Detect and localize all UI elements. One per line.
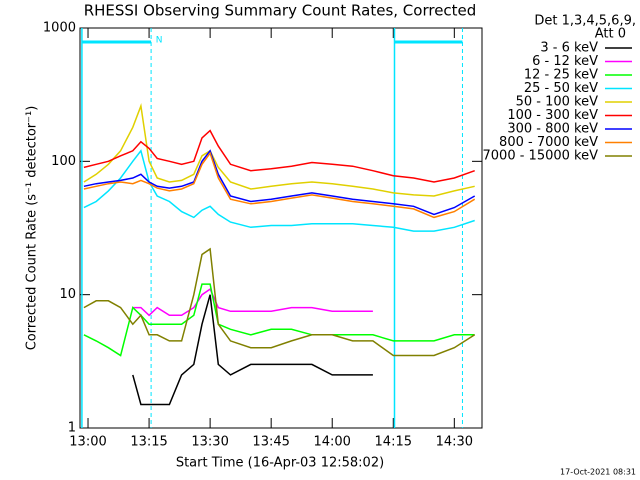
series-line <box>83 149 475 232</box>
legend-header: Att 0 <box>595 27 626 42</box>
y-tick-label: 10 <box>59 287 76 302</box>
x-tick-label: 13:30 <box>191 435 228 450</box>
chart-title: RHESSI Observing Summary Count Rates, Co… <box>84 2 477 20</box>
x-tick-label: 13:45 <box>252 435 289 450</box>
x-tick-label: 13:15 <box>130 435 167 450</box>
legend-label: 800 - 7000 keV <box>499 135 598 150</box>
legend-header: Det 1,3,4,5,6,9, <box>534 14 636 29</box>
series-line <box>83 149 476 216</box>
x-tick-label: 13:00 <box>69 435 106 450</box>
legend-label: 100 - 300 keV <box>507 108 598 123</box>
legend-label: 300 - 800 keV <box>507 122 598 137</box>
footer: 17-Oct-2021 08:31 <box>560 468 636 477</box>
x-tick-label: 14:15 <box>375 435 412 450</box>
legend-label: 7000 - 15000 keV <box>483 149 599 164</box>
legend-label: 12 - 25 keV <box>524 68 598 83</box>
night-label: N <box>156 36 163 46</box>
series-line <box>83 129 475 183</box>
x-tick-label: 14:30 <box>436 435 473 450</box>
legend-label: 6 - 12 keV <box>532 54 598 69</box>
series-line <box>83 103 475 197</box>
series-line <box>83 151 476 219</box>
y-tick-label: 100 <box>51 154 76 169</box>
y-tick-label: 1 <box>68 421 76 436</box>
x-tick-label: 14:00 <box>313 435 350 450</box>
legend-label: 50 - 100 keV <box>516 95 599 110</box>
y-axis-label: Corrected Count Rate (s⁻¹ detector⁻¹) <box>25 106 40 351</box>
legend-label: 25 - 50 keV <box>524 81 598 96</box>
series-line <box>132 287 373 317</box>
legend-label: 3 - 6 keV <box>540 41 598 56</box>
y-tick-label: 1000 <box>43 21 76 36</box>
series-line <box>132 294 373 406</box>
plot-frame <box>79 27 483 429</box>
x-axis-label: Start Time (16-Apr-03 12:58:02) <box>176 456 384 471</box>
series-line <box>83 247 476 357</box>
